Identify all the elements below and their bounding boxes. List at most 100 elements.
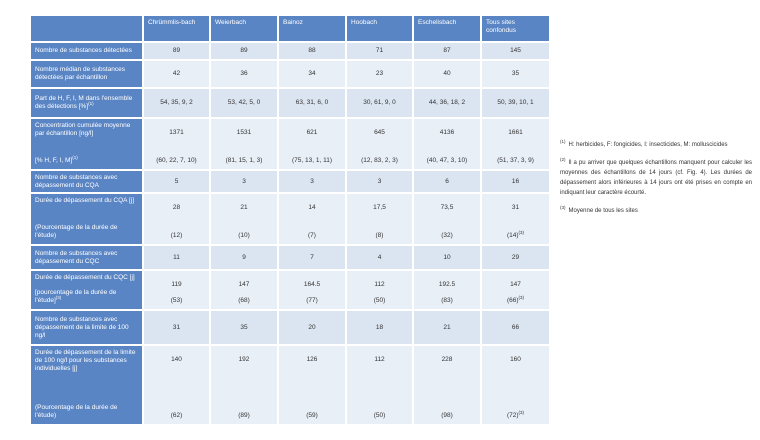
cell-line: (10)	[238, 232, 250, 239]
data-cell: 66	[481, 310, 550, 345]
cell-line: (50)	[373, 297, 386, 304]
cell-line: 40	[443, 70, 451, 77]
cell-line: 31	[511, 204, 520, 211]
header-cell: Eschelisbach	[413, 15, 481, 42]
data-cell: 126 (59)	[278, 345, 346, 425]
data-cell: 89	[143, 42, 210, 60]
cell-line: 147	[510, 281, 521, 288]
cell-line: 10	[443, 253, 451, 261]
data-cell: 18	[346, 310, 413, 345]
footnote: (3)Moyenne de tous les sites	[560, 205, 752, 216]
superscript: (3)	[518, 229, 525, 235]
cell-line: 140	[171, 356, 182, 363]
footnote-marker: (1)	[560, 139, 566, 144]
data-cell: 140 (62)	[143, 345, 210, 425]
footnote-text: Moyenne de tous les sites	[568, 208, 638, 214]
row-label: Durée de dépassement du CQA [j] (Pourcent…	[30, 193, 143, 245]
data-cell: 1371 (60, 22, 7, 10)	[143, 118, 210, 170]
cell-line: 5	[174, 177, 179, 185]
cell-line: 1371	[169, 129, 184, 136]
cell-line: 164.5	[303, 281, 321, 288]
cell-line: 126	[306, 356, 318, 363]
footnote: (1)H: herbicides, F: fongicides, I: inse…	[560, 139, 752, 150]
row-label: Durée de dépassement de la limite de 100…	[30, 345, 143, 425]
data-cell: 23	[346, 60, 413, 88]
cell-line: 87	[443, 47, 451, 54]
cell-line: 1661	[508, 129, 523, 136]
data-cell: 20	[278, 310, 346, 345]
cell-text: (66)	[506, 297, 519, 304]
data-cell: 35	[210, 310, 278, 345]
cell-line: 112	[374, 356, 385, 363]
data-cell: 35	[481, 60, 550, 88]
cell-line: Durée de dépassement du CQC [j]	[35, 274, 135, 281]
data-cell: 147 (66)(3)	[481, 270, 550, 310]
cell-line: 54, 35, 9, 2	[160, 99, 193, 106]
data-cell: 4136 (40, 47, 3, 10)	[413, 118, 481, 170]
cell-line: 11	[173, 253, 180, 261]
header-cell: Chrümmlis-bach	[143, 15, 210, 42]
cell-line: Nombre de substances avec dépassement du…	[35, 173, 118, 189]
data-cell: 63, 31, 6, 0	[278, 88, 346, 118]
cell-line: 50, 39, 10, 1	[497, 99, 534, 106]
data-cell: 145	[481, 42, 550, 60]
data-cell: 31	[143, 310, 210, 345]
row-label: Nombre de substances détectées	[30, 42, 143, 60]
cell-line: Nombre de substances avec dépassement de…	[35, 315, 129, 339]
header-cell: Hoobach	[346, 15, 413, 42]
cell-line: (12)	[170, 232, 183, 239]
cell-line: (68)	[238, 297, 250, 304]
data-cell: 40	[413, 60, 481, 88]
footnote: (2)Il a pu arriver que quelques échantil…	[560, 157, 752, 198]
data-cell: 73,5 (32)	[413, 193, 481, 245]
cell-line: 4	[377, 253, 382, 261]
cell-line: (53)	[170, 297, 183, 304]
row-label: Nombre de substances avec dépassement de…	[30, 310, 143, 345]
cell-line: (98)	[441, 412, 453, 419]
footnote-text: Il a pu arriver que quelques échantillon…	[560, 160, 752, 196]
cell-line: 14	[308, 204, 316, 211]
cell-line: 89	[240, 47, 248, 54]
data-cell: 192 (89)	[210, 345, 278, 425]
cell-line: 119	[171, 281, 182, 288]
data-cell: 50, 39, 10, 1	[481, 88, 550, 118]
cell-line: 35	[511, 70, 520, 77]
data-cell: 228 (98)	[413, 345, 481, 425]
cell-line: (59)	[306, 412, 318, 419]
data-cell: 1661 (51, 37, 3, 9)	[481, 118, 550, 170]
row-label: Nombre de substances avec dépassement du…	[30, 170, 143, 193]
cell-line: 17,5	[373, 204, 386, 211]
cell-line: 44, 36, 18, 2	[428, 99, 466, 106]
cell-line: Part de H, F, I, M dans l'ensemble des d…	[35, 95, 138, 111]
data-cell: 3	[346, 170, 413, 193]
cell-line: 71	[375, 47, 384, 54]
row-label: Concentration cumulée moyenne par échant…	[30, 118, 143, 170]
cell-line: 34	[308, 70, 316, 77]
cell-line: (Pourcentage de la durée de l'étude)	[35, 404, 118, 419]
data-cell: 1531 (81, 15, 1, 3)	[210, 118, 278, 170]
cell-line: (89)	[238, 412, 250, 419]
cell-line: 88	[308, 47, 316, 54]
data-cell: 164.5 (77)	[278, 270, 346, 310]
data-cell: 160 (72)(3)	[481, 345, 550, 425]
cell-line: 1531	[236, 129, 252, 136]
data-cell: 28 (12)	[143, 193, 210, 245]
cell-line: (Pourcentage de la durée de l'étude)	[35, 224, 118, 239]
cell-line: Nombre médian de substances détectées pa…	[35, 66, 125, 81]
cell-line: 645	[374, 129, 385, 136]
superscript: (3)	[518, 409, 525, 415]
cell-line: (14)(3)	[486, 229, 545, 240]
cell-line: 66	[511, 323, 520, 331]
cell-line: 112	[374, 281, 385, 288]
data-cell: 87	[413, 42, 481, 60]
header-cell: Tous sites confondus	[481, 15, 550, 42]
cell-line: 35	[240, 323, 248, 331]
cell-line: 3	[377, 177, 382, 185]
cell-text: (14)	[506, 232, 519, 239]
data-cell: 147 (68)	[210, 270, 278, 310]
cell-line: 18	[375, 323, 384, 331]
cell-line: (32)	[441, 232, 453, 239]
data-cell: 16	[481, 170, 550, 193]
data-cell: 36	[210, 60, 278, 88]
